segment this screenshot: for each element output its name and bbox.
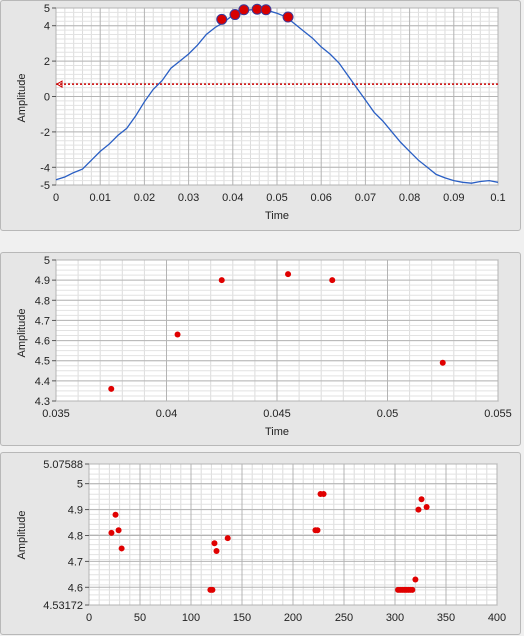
data-point (423, 503, 430, 510)
data-point (285, 271, 292, 278)
x-tick-label: 0.07 (355, 192, 376, 204)
x-tick-label: 0.09 (443, 192, 464, 204)
y-tick-label: -2 (40, 127, 50, 139)
x-tick-label: 250 (335, 612, 353, 624)
x-tick-label: 350 (437, 612, 455, 624)
y-axis-label: Amplitude (16, 74, 28, 123)
waveform-graph-panel: 0 0.01 0.02 0.03 0.04 0.05 0.06 0.07 0.08 0.09 0.1… (0, 0, 521, 231)
data-point (314, 527, 321, 534)
x-axis-label: Time (265, 426, 289, 438)
waveform-line (55, 9, 499, 184)
data-point (409, 586, 416, 593)
waveform-graph[interactable]: 0 0.01 0.02 0.03 0.04 0.05 0.06 0.07 0.08 0.09 0.1… (1, 1, 522, 232)
data-point (415, 506, 422, 513)
y-axis-label: Amplitude (16, 511, 28, 560)
y-tick-label: 4.5 (35, 356, 50, 368)
y-tick-label: 4.53172 (43, 600, 83, 612)
x-tick-label: 0.02 (134, 192, 155, 204)
y-tick-label: 4.6 (35, 336, 50, 348)
x-tick-label: 300 (386, 612, 404, 624)
peak-scatter-graph[interactable]: 0.035 0.04 0.045 0.05 0.055 5 4.9 4.8 4.7 4.6 4.5 4… (1, 253, 522, 447)
y-tick-label: 0 (44, 92, 50, 104)
y-tick-label: 4.9 (35, 275, 50, 287)
data-point (439, 359, 446, 366)
x-tick-label: 0.06 (310, 192, 331, 204)
x-tick-label: 0.05 (377, 408, 398, 420)
y-tick-label: 2 (44, 56, 50, 68)
y-tick-label: 4.6 (68, 582, 83, 594)
data-point (418, 496, 425, 503)
data-point (108, 385, 115, 392)
x-tick-label: 0.04 (222, 192, 243, 204)
x-tick-label: 150 (233, 612, 251, 624)
x-tick-label: 0.1 (490, 192, 505, 204)
x-tick-label: 0.055 (484, 408, 512, 420)
y-tick-label: 5 (44, 3, 50, 15)
x-tick-label: 50 (134, 612, 146, 624)
data-point (412, 576, 419, 583)
y-tick-label: 4.4 (35, 376, 50, 388)
y-tick-label: 5 (44, 255, 50, 267)
data-point (209, 586, 216, 593)
y-tick-label: 4 (44, 21, 50, 33)
data-point (224, 535, 231, 542)
data-point (320, 491, 327, 498)
y-tick-label: 5.07588 (43, 459, 83, 471)
x-tick-label: 0.05 (266, 192, 287, 204)
peak-marker (229, 9, 241, 21)
amplitude-scatter-graph-panel: 0 50 100 150 200 250 300 350 400 5.07588 5 4.9 4.8 4.… (0, 452, 521, 635)
data-point (174, 331, 181, 338)
threshold-handle-icon (56, 80, 63, 88)
y-tick-label: 4.7 (68, 556, 83, 568)
x-tick-label: 200 (284, 612, 302, 624)
data-point (108, 529, 115, 536)
y-tick-label: -4 (40, 162, 50, 174)
y-tick-label: 4.3 (35, 396, 50, 408)
y-tick-label: -5 (40, 180, 50, 192)
data-point (112, 511, 119, 518)
data-point (115, 527, 122, 534)
peak-marker (260, 4, 272, 16)
peak-marker (282, 11, 294, 23)
y-tick-label: 4.8 (35, 295, 50, 307)
y-axis-label: Amplitude (16, 309, 28, 358)
data-point (211, 540, 218, 547)
x-tick-label: 0 (86, 612, 92, 624)
x-tick-label: 400 (488, 612, 506, 624)
x-tick-label: 0.03 (178, 192, 199, 204)
x-tick-label: 0.035 (42, 408, 70, 420)
y-tick-label: 5 (77, 479, 83, 491)
peak-marker (238, 4, 250, 16)
peak-scatter-graph-panel: 0.035 0.04 0.045 0.05 0.055 5 4.9 4.8 4.7 4.6 4.5 4… (0, 252, 521, 446)
x-tick-label: 0.045 (263, 408, 291, 420)
data-point (118, 545, 125, 552)
data-point (329, 277, 336, 284)
x-axis-label: Time (265, 210, 289, 222)
x-tick-label: 100 (182, 612, 200, 624)
x-tick-label: 0.08 (399, 192, 420, 204)
y-tick-label: 4.8 (68, 530, 83, 542)
amplitude-scatter-graph[interactable]: 0 50 100 150 200 250 300 350 400 5.07588 5 4.9 4.8 4.… (1, 453, 522, 636)
data-point (213, 548, 220, 555)
x-tick-label: 0.01 (89, 192, 110, 204)
peak-marker (216, 13, 228, 25)
y-tick-label: 4.9 (68, 505, 83, 517)
data-point (218, 277, 225, 284)
y-tick-label: 4.7 (35, 315, 50, 327)
x-tick-label: 0.04 (156, 408, 177, 420)
x-tick-label: 0 (53, 192, 59, 204)
